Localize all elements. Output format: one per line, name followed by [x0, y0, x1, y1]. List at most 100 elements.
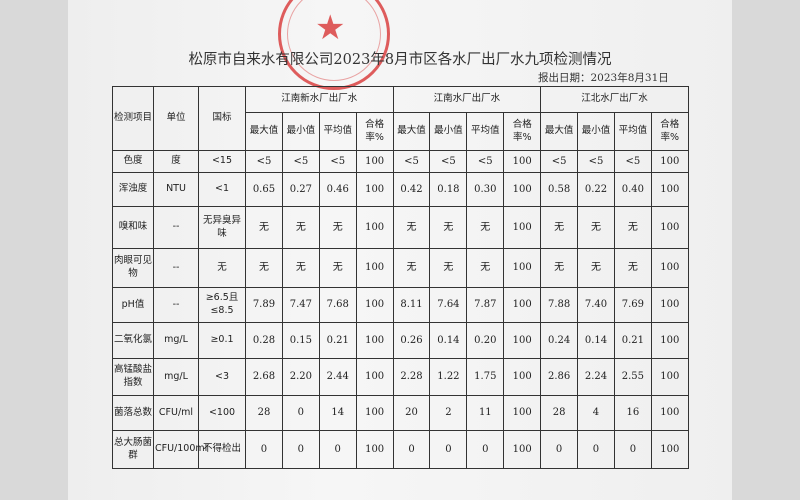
value-cell: 0 — [466, 430, 505, 469]
value-cell: 无 — [577, 248, 615, 288]
standard-cell: <3 — [198, 358, 246, 396]
value-cell: 0.18 — [429, 172, 468, 207]
value-cell: 无 — [429, 206, 468, 249]
unit-cell: -- — [153, 248, 199, 288]
value-cell: 2.24 — [577, 358, 615, 396]
value-cell: 16 — [613, 395, 652, 431]
item-cell: 肉眼可见物 — [112, 248, 154, 288]
value-cell: 100 — [355, 322, 394, 359]
value-cell: 7.88 — [540, 287, 579, 323]
value-cell: 100 — [503, 248, 542, 288]
value-cell: 100 — [355, 206, 394, 249]
header-standard: 国标 — [198, 86, 246, 151]
standard-cell: 无 — [198, 248, 246, 288]
value-cell: 100 — [355, 358, 394, 396]
document-title: 松原市自来水有限公司2023年8月市区各水厂出厂水九项检测情况 — [188, 52, 612, 68]
water-quality-table: 检测项目 单位 国标 江南新水厂出厂水 江南水厂出厂水 江北水厂出厂水 最大值最… — [112, 86, 689, 469]
value-cell: 2.20 — [281, 358, 320, 396]
value-cell: <5 — [318, 150, 357, 173]
value-cell: 100 — [503, 395, 542, 431]
value-cell: 0 — [577, 430, 615, 469]
subheader-cell: 最小值 — [429, 112, 468, 151]
standard-cell: 不得检出 — [198, 430, 246, 469]
value-cell: 无 — [392, 206, 431, 249]
value-cell: 100 — [503, 150, 542, 173]
value-cell: 无 — [577, 206, 615, 249]
value-cell: 无 — [392, 248, 431, 288]
value-cell: 4 — [577, 395, 615, 431]
value-cell: 0.40 — [613, 172, 652, 207]
header-plant: 江北水厂出厂水 — [540, 86, 689, 113]
item-cell: 总大肠菌群 — [112, 430, 154, 469]
value-cell: 28 — [245, 395, 283, 431]
subheader-cell: 平均值 — [466, 112, 505, 151]
item-cell: 菌落总数 — [112, 395, 154, 431]
header-plant: 江南新水厂出厂水 — [245, 86, 394, 113]
value-cell: 无 — [540, 206, 579, 249]
value-cell: 2.68 — [245, 358, 283, 396]
standard-cell: <100 — [198, 395, 246, 431]
value-cell: <5 — [540, 150, 579, 173]
table-row: 肉眼可见物 -- 无无无无 100 无无无 100 无无无 100 — [112, 248, 689, 288]
value-cell: <5 — [281, 150, 320, 173]
value-cell: 2.28 — [392, 358, 431, 396]
header-item: 检测项目 — [112, 86, 154, 151]
value-cell: 无 — [318, 206, 357, 249]
value-cell: 7.89 — [245, 287, 283, 323]
value-cell: 0.15 — [281, 322, 320, 359]
value-cell: 0.14 — [429, 322, 468, 359]
value-cell: 100 — [650, 322, 689, 359]
value-cell: 无 — [613, 206, 652, 249]
value-cell: 7.40 — [577, 287, 615, 323]
value-cell: 无 — [429, 248, 468, 288]
value-cell: 2 — [429, 395, 468, 431]
value-cell: 8.11 — [392, 287, 431, 323]
standard-cell: 无异臭异味 — [198, 206, 246, 249]
report-date: 报出日期：2023年8月31日 — [538, 72, 669, 84]
item-cell: 色度 — [112, 150, 154, 173]
table-row: 色度度 <15 <5 <5 <5 100 <5 <5 <5 100 <5 <5 <5 100 — [112, 150, 689, 173]
value-cell: <5 — [392, 150, 431, 173]
value-cell: 0.22 — [577, 172, 615, 207]
item-cell: 嗅和味 — [112, 206, 154, 249]
standard-cell: <15 — [198, 150, 246, 173]
value-cell: 0.21 — [613, 322, 652, 359]
value-cell: 无 — [318, 248, 357, 288]
value-cell: 7.68 — [318, 287, 357, 323]
value-cell: <5 — [613, 150, 652, 173]
value-cell: 100 — [355, 430, 394, 469]
value-cell: 0.27 — [281, 172, 320, 207]
subheader-cell: 最小值 — [577, 112, 615, 151]
seal-star-icon: ★ — [315, 8, 346, 48]
unit-cell: NTU — [153, 172, 199, 207]
value-cell: 1.22 — [429, 358, 468, 396]
value-cell: 0.65 — [245, 172, 283, 207]
value-cell: <5 — [245, 150, 283, 173]
value-cell: 7.47 — [281, 287, 320, 323]
table-row: 高锰酸盐指数 mg/L <3 2.68 2.20 2.44 100 2.28 1.22 1.75 1… — [112, 358, 689, 396]
value-cell: 100 — [650, 395, 689, 431]
value-cell: 100 — [355, 150, 394, 173]
unit-cell: CFU/ml — [153, 395, 199, 431]
value-cell: 7.87 — [466, 287, 505, 323]
value-cell: 0 — [245, 430, 283, 469]
item-cell: 高锰酸盐指数 — [112, 358, 154, 396]
value-cell: 7.64 — [429, 287, 468, 323]
value-cell: 0.20 — [466, 322, 505, 359]
value-cell: 无 — [466, 206, 505, 249]
value-cell: 100 — [503, 172, 542, 207]
subheader-cell: 平均值 — [613, 112, 652, 151]
value-cell: 0.28 — [245, 322, 283, 359]
unit-cell: CFU/100ml — [153, 430, 207, 469]
header-plant: 江南水厂出厂水 — [392, 86, 542, 113]
value-cell: 0.58 — [540, 172, 579, 207]
value-cell: 无 — [245, 206, 283, 249]
value-cell: 100 — [650, 248, 689, 288]
value-cell: 7.69 — [613, 287, 652, 323]
value-cell: 100 — [355, 395, 394, 431]
value-cell: 0.26 — [392, 322, 431, 359]
subheader-cell: 合格率% — [355, 112, 394, 151]
standard-cell: ≥0.1 — [198, 322, 246, 359]
value-cell: 0 — [392, 430, 431, 469]
subheader-cell: 最小值 — [281, 112, 320, 151]
